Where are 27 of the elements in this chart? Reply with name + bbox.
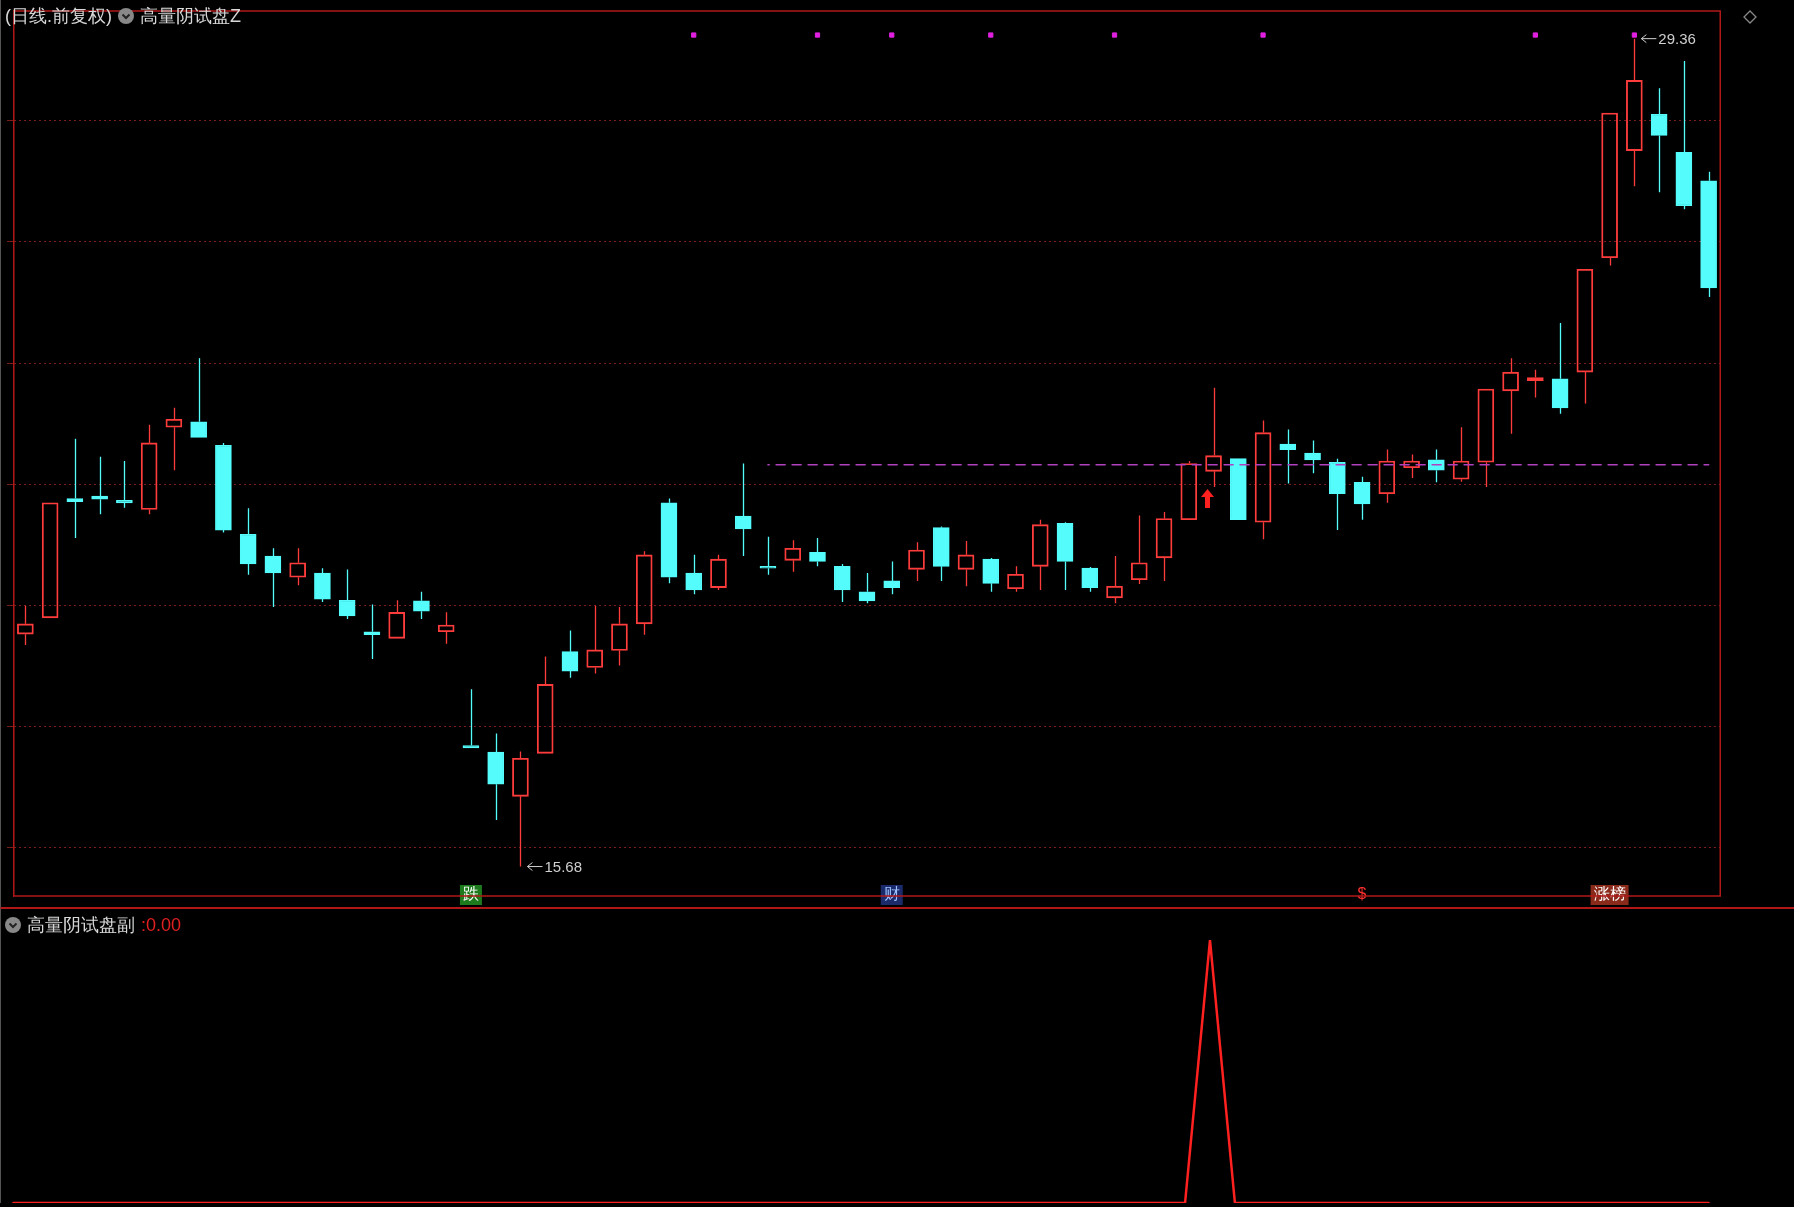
candlestick [487,732,505,821]
text: 29.36 [1658,29,1696,47]
candlestick [561,629,579,679]
candlestick [858,572,876,604]
candlestick [1700,171,1717,298]
candlestick [883,560,901,595]
candlestick [1675,60,1693,210]
text: 15.68 [544,857,582,875]
candlestick [239,507,257,576]
candlestick [759,536,777,576]
candlestick [1650,87,1668,194]
candlestick [1328,457,1346,531]
annotation: $ [1357,885,1367,903]
candlestick [116,460,133,509]
candlestick [1551,322,1569,415]
chart-title: 高量阴试盘副 [27,914,135,937]
annotation: 跌 [462,885,479,903]
candlestick [1304,439,1321,474]
candlestick [1279,428,1297,485]
text: :0.00 [141,914,182,936]
annotation: 涨榜 [1593,885,1626,903]
chart-subtitle: 高量阴试盘Z [140,5,241,28]
candlestick [1353,476,1371,521]
candlestick [66,438,84,539]
candlestick [462,688,480,749]
candlestick [1056,523,1074,591]
candlestick [809,537,826,568]
